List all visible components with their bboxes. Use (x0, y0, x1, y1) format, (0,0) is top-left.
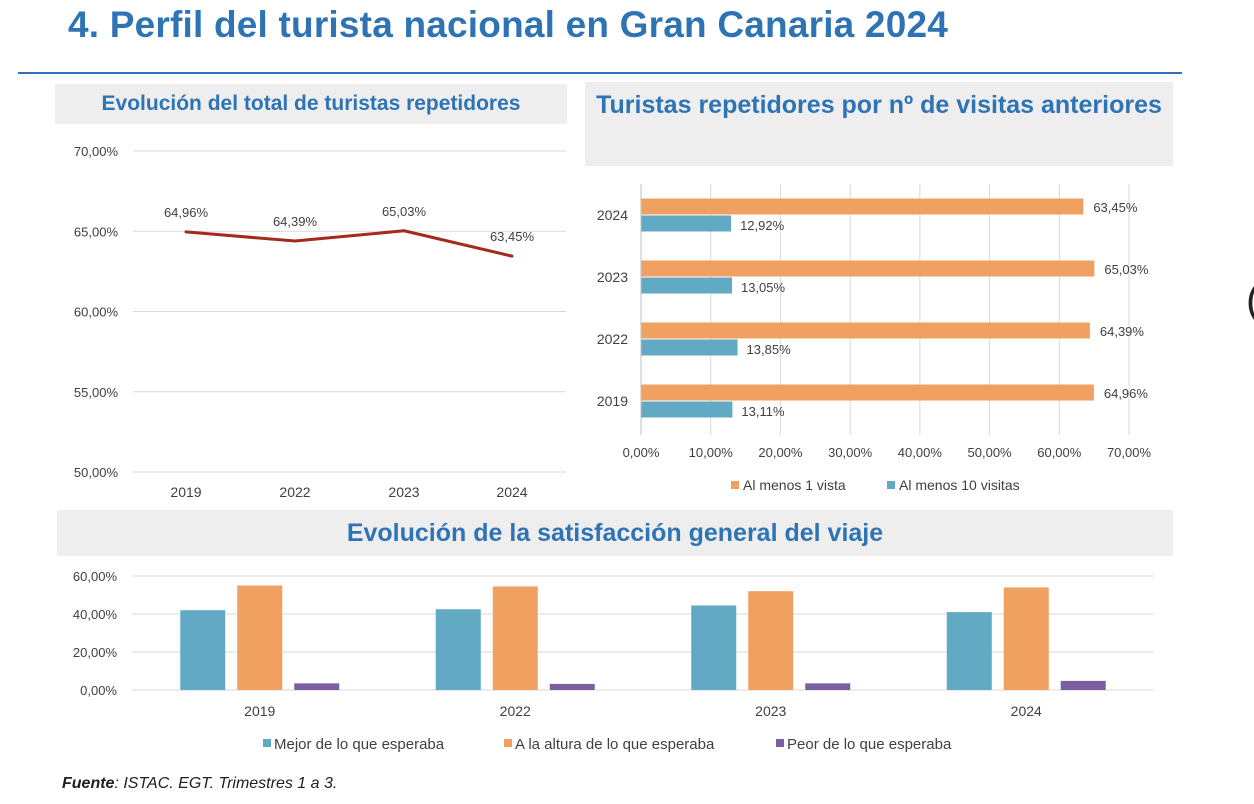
column-y-tick: 20,00% (73, 645, 118, 660)
line-chart-title: Evolución del total de turistas repetido… (55, 84, 567, 124)
bar-x-tick: 70,00% (1107, 445, 1152, 460)
line-point (184, 230, 188, 234)
line-x-tick: 2019 (170, 484, 201, 500)
column-bar (294, 683, 340, 690)
bar-legend-swatch (731, 481, 739, 489)
column-x-tick: 2024 (1011, 703, 1042, 719)
bar-y-tick: 2023 (597, 269, 628, 285)
bar-teal (641, 215, 732, 232)
column-legend-swatch (263, 739, 271, 747)
line-x-tick: 2022 (279, 484, 310, 500)
line-data-label: 64,39% (273, 214, 318, 229)
column-legend-label: Mejor de lo que esperaba (274, 736, 445, 753)
bar-data-label: 63,45% (1093, 200, 1138, 215)
source-text: : ISTAC. EGT. Trimestres 1 a 3. (114, 775, 338, 792)
column-y-tick: 0,00% (80, 683, 117, 698)
line-y-tick: 55,00% (74, 385, 119, 400)
column-bar (1003, 587, 1049, 690)
column-bar (1060, 680, 1106, 690)
bar-x-tick: 20,00% (758, 445, 803, 460)
bar-y-tick: 2022 (597, 331, 628, 347)
bar-legend-label: Al menos 10 visitas (899, 477, 1020, 493)
bar-orange (641, 384, 1094, 401)
bar-data-label: 13,11% (741, 404, 785, 419)
line-point (510, 254, 514, 258)
edge-glyph: ( (1246, 276, 1254, 324)
line-point (293, 239, 297, 243)
column-x-tick: 2019 (244, 703, 275, 719)
line-series (185, 229, 513, 258)
column-chart-title: Evolución de la satisfacción general del… (57, 510, 1173, 556)
bar-orange (641, 260, 1095, 277)
line-data-label: 65,03% (382, 204, 427, 219)
bar-x-tick: 40,00% (898, 445, 943, 460)
bar-data-label: 65,03% (1104, 262, 1149, 277)
line-y-tick: 50,00% (74, 465, 119, 480)
bar-data-label: 13,85% (747, 342, 792, 357)
column-bar (180, 610, 226, 690)
bar-data-label: 13,05% (741, 280, 786, 295)
line-y-tick: 65,00% (74, 224, 119, 239)
column-bar (805, 683, 851, 690)
bar-y-tick: 2024 (597, 207, 628, 223)
line-y-tick: 70,00% (74, 144, 119, 159)
line-x-tick: 2023 (388, 484, 419, 500)
bar-orange (641, 198, 1084, 215)
bar-teal (641, 277, 732, 294)
bar-orange (641, 322, 1090, 339)
column-legend-label: Peor de lo que esperaba (787, 736, 952, 753)
bar-data-label: 64,96% (1104, 386, 1149, 401)
source-note: Fuente: ISTAC. EGT. Trimestres 1 a 3. (62, 775, 337, 793)
bar-x-tick: 30,00% (828, 445, 873, 460)
page-title: 4. Perfil del turista nacional en Gran C… (68, 4, 949, 45)
column-bar (237, 585, 283, 690)
line-x-tick: 2024 (496, 484, 527, 500)
bar-data-label: 64,39% (1100, 324, 1145, 339)
column-legend-swatch (776, 739, 784, 747)
bar-data-label: 12,92% (740, 218, 785, 233)
line-y-tick: 60,00% (74, 305, 119, 320)
bar-chart-title: Turistas repetidores por nº de visitas a… (585, 82, 1173, 166)
column-bar (549, 683, 595, 690)
column-x-tick: 2022 (500, 703, 531, 719)
source-label: Fuente (62, 775, 115, 792)
bar-y-tick: 2019 (597, 393, 628, 409)
column-legend-label: A la altura de lo que esperaba (515, 736, 715, 753)
line-data-label: 63,45% (490, 229, 535, 244)
column-bar (748, 591, 794, 690)
column-y-tick: 40,00% (73, 607, 118, 622)
column-bar (492, 586, 538, 690)
bar-x-tick: 10,00% (689, 445, 734, 460)
column-bar (435, 609, 481, 690)
column-y-tick: 60,00% (73, 569, 118, 584)
line-point (402, 229, 406, 233)
bar-teal (641, 339, 738, 356)
title-rule (18, 72, 1182, 74)
bar-teal (641, 401, 733, 418)
line-data-label: 64,96% (164, 205, 209, 220)
column-bar (946, 612, 992, 690)
bar-legend-label: Al menos 1 vista (743, 477, 846, 493)
column-x-tick: 2023 (755, 703, 786, 719)
bar-legend-swatch (887, 481, 895, 489)
bar-x-tick: 50,00% (968, 445, 1013, 460)
column-bar (691, 605, 737, 690)
column-legend-swatch (504, 739, 512, 747)
bar-x-tick: 0,00% (623, 445, 660, 460)
bar-x-tick: 60,00% (1037, 445, 1082, 460)
